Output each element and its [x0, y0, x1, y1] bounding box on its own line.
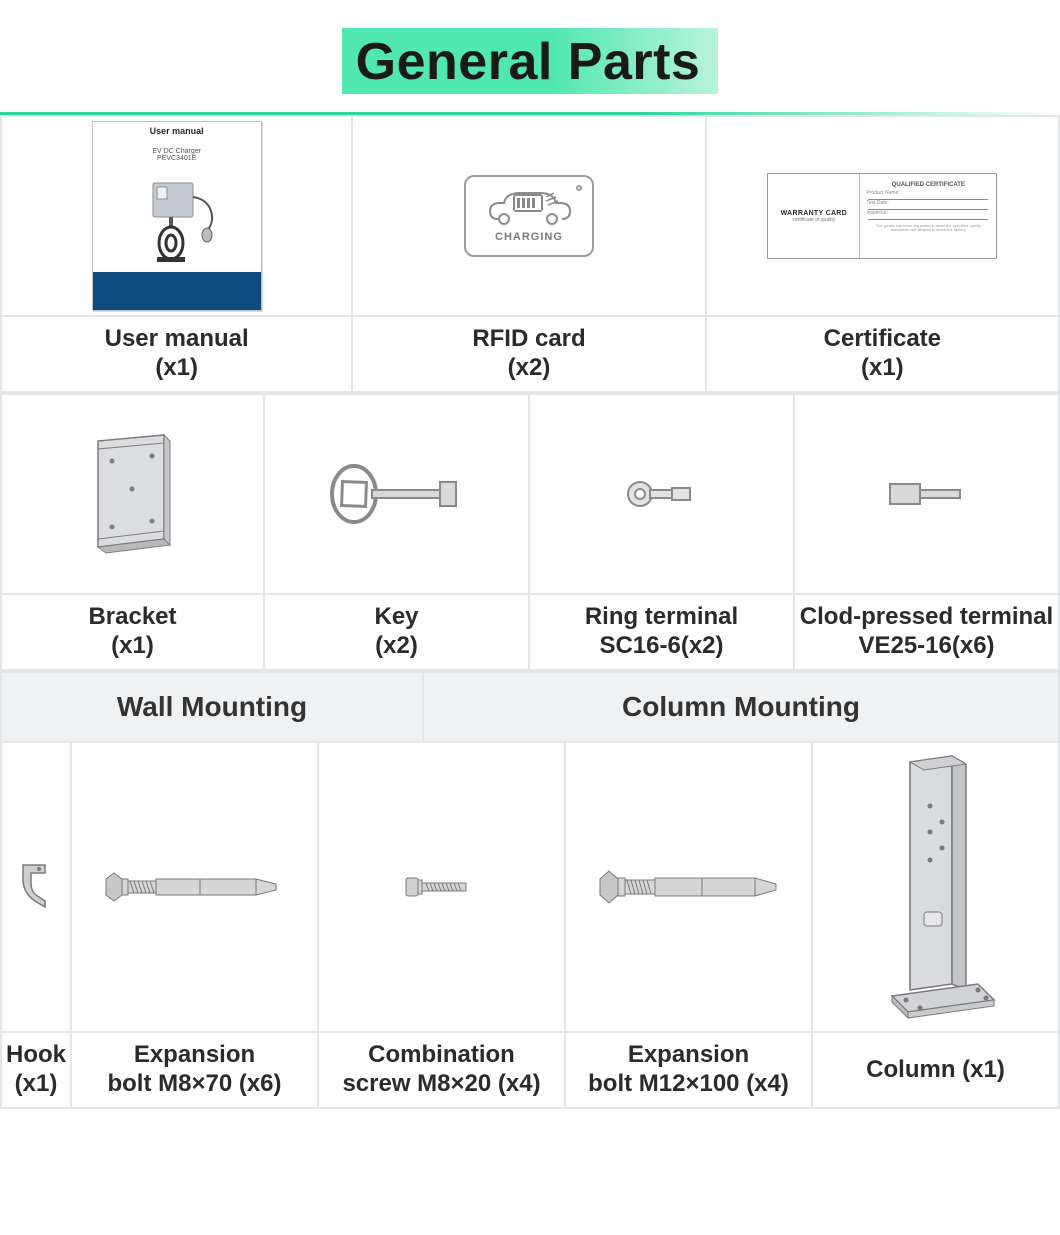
- expansion-bolt-m8-icon: [72, 743, 317, 1031]
- rfid-card-icon: CHARGING: [353, 117, 704, 315]
- cell-certificate-img: WARRANTY CARD certificate of quality QUA…: [707, 117, 1060, 317]
- key-icon: [265, 395, 528, 593]
- cell-ring-terminal-img: [530, 395, 795, 595]
- label-rfid: RFID card (x2): [353, 317, 706, 393]
- label-user-manual: User manual (x1): [0, 317, 353, 393]
- column-mounting-header: Column Mounting: [424, 671, 1060, 743]
- user-manual-icon: User manual EV DC Charger PEVC3401E: [2, 117, 351, 315]
- label-ring-terminal: Ring terminal SC16-6(x2): [530, 595, 795, 671]
- row1-images: User manual EV DC Charger PEVC3401E: [0, 115, 1060, 317]
- label-expansion-bolt-m12: Expansion bolt M12×100 (x4): [566, 1033, 813, 1109]
- cold-pressed-terminal-icon: [795, 395, 1058, 593]
- hook-icon: [2, 743, 70, 1031]
- cell-key-img: [265, 395, 530, 595]
- combination-screw-icon: [319, 743, 564, 1031]
- row2-labels: Bracket (x1) Key (x2) Ring terminal SC16…: [0, 595, 1060, 671]
- column-icon: [813, 743, 1058, 1031]
- parts-infographic: General Parts User manual EV DC Charger …: [0, 0, 1060, 1109]
- label-hook: Hook (x1): [0, 1033, 72, 1109]
- cell-cold-pressed-terminal-img: [795, 395, 1060, 595]
- label-certificate: Certificate (x1): [707, 317, 1060, 393]
- label-column: Column (x1): [813, 1033, 1060, 1109]
- cell-column-img: [813, 743, 1060, 1033]
- certificate-icon: WARRANTY CARD certificate of quality QUA…: [707, 117, 1058, 315]
- cell-expansion-bolt-m12-img: [566, 743, 813, 1033]
- page-title: General Parts: [342, 28, 719, 94]
- cell-bracket-img: [0, 395, 265, 595]
- cell-hook-img: [0, 743, 72, 1033]
- label-bracket: Bracket (x1): [0, 595, 265, 671]
- mounting-header: Wall Mounting Column Mounting: [0, 671, 1060, 743]
- label-key: Key (x2): [265, 595, 530, 671]
- cell-user-manual-img: User manual EV DC Charger PEVC3401E: [0, 117, 353, 317]
- row3-images: [0, 743, 1060, 1033]
- row3-labels: Hook (x1) Expansion bolt M8×70 (x6) Comb…: [0, 1033, 1060, 1109]
- cell-combination-screw-img: [319, 743, 566, 1033]
- label-expansion-bolt-m8: Expansion bolt M8×70 (x6): [72, 1033, 319, 1109]
- bracket-icon: [2, 395, 263, 593]
- ring-terminal-icon: [530, 395, 793, 593]
- row2-images: [0, 393, 1060, 595]
- row1-labels: User manual (x1) RFID card (x2) Certific…: [0, 317, 1060, 393]
- cell-expansion-bolt-m8-img: [72, 743, 319, 1033]
- cell-rfid-img: CHARGING: [353, 117, 706, 317]
- label-combination-screw: Combination screw M8×20 (x4): [319, 1033, 566, 1109]
- wall-mounting-header: Wall Mounting: [0, 671, 424, 743]
- expansion-bolt-m12-icon: [566, 743, 811, 1031]
- label-cold-pressed-terminal: Clod-pressed terminal VE25-16(x6): [795, 595, 1060, 671]
- title-wrap: General Parts: [0, 0, 1060, 112]
